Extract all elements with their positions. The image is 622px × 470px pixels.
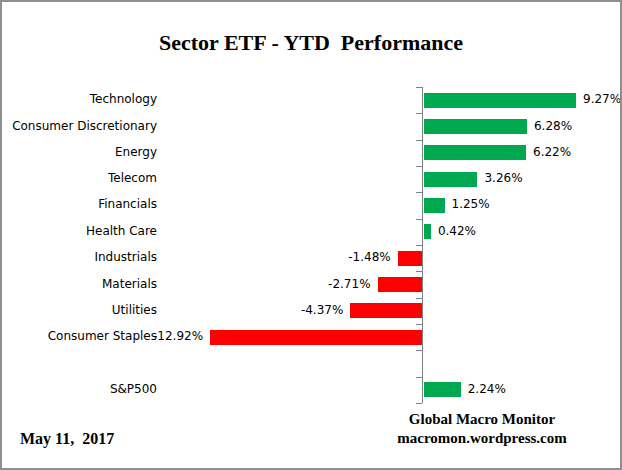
value-label: 6.28% bbox=[534, 119, 572, 133]
axis-tick bbox=[416, 245, 422, 246]
axis-tick bbox=[416, 298, 422, 299]
positive-bar bbox=[424, 172, 477, 187]
category-label: Energy bbox=[2, 145, 157, 159]
axis-tick bbox=[416, 403, 422, 404]
negative-bar bbox=[378, 277, 422, 292]
footer-credit-source: Global Macro Monitor bbox=[370, 410, 594, 429]
category-label: Financials bbox=[2, 197, 157, 211]
positive-bar bbox=[424, 224, 431, 239]
zero-axis-line bbox=[422, 87, 423, 403]
axis-tick bbox=[416, 324, 422, 325]
footer-credit: Global Macro Monitor macromon.wordpress.… bbox=[370, 410, 594, 448]
value-label: -12.92% bbox=[153, 329, 203, 343]
value-label: -1.48% bbox=[348, 250, 390, 264]
negative-bar bbox=[398, 251, 422, 266]
value-label: 1.25% bbox=[452, 197, 490, 211]
category-label: S&P500 bbox=[2, 382, 157, 396]
value-label: 6.22% bbox=[533, 145, 571, 159]
positive-bar bbox=[424, 198, 445, 213]
value-label: 2.24% bbox=[468, 382, 506, 396]
axis-tick bbox=[416, 271, 422, 272]
category-label: Materials bbox=[2, 277, 157, 291]
category-label: Industrials bbox=[2, 250, 157, 264]
positive-bar bbox=[424, 382, 461, 397]
category-label: Consumer Staples bbox=[2, 329, 157, 343]
plot-area: Technology 9.27% Consumer Discretionary 6.2… bbox=[2, 2, 620, 468]
value-label: -4.37% bbox=[301, 303, 343, 317]
category-label: Telecom bbox=[2, 171, 157, 185]
value-label: 3.26% bbox=[484, 171, 522, 185]
value-label: -2.71% bbox=[328, 277, 370, 291]
footer-credit-url: macromon.wordpress.com bbox=[370, 429, 594, 448]
axis-tick bbox=[416, 377, 422, 378]
value-label: 0.42% bbox=[438, 224, 476, 238]
positive-bar bbox=[424, 145, 526, 160]
positive-bar bbox=[424, 119, 527, 134]
axis-tick bbox=[416, 140, 422, 141]
axis-tick bbox=[416, 192, 422, 193]
negative-bar bbox=[210, 330, 422, 345]
negative-bar bbox=[350, 303, 422, 318]
axis-tick bbox=[416, 113, 422, 114]
category-label: Utilities bbox=[2, 303, 157, 317]
category-label: Consumer Discretionary bbox=[2, 119, 157, 133]
category-label: Health Care bbox=[2, 224, 157, 238]
footer-date: May 11, 2017 bbox=[20, 430, 114, 448]
value-label: 9.27% bbox=[583, 92, 621, 106]
axis-tick bbox=[416, 219, 422, 220]
chart-frame: Sector ETF - YTD Performance Technology9… bbox=[0, 0, 622, 470]
positive-bar bbox=[424, 93, 576, 108]
axis-tick bbox=[416, 87, 422, 88]
axis-tick bbox=[416, 166, 422, 167]
axis-tick bbox=[416, 350, 422, 351]
category-label: Technology bbox=[2, 92, 157, 106]
